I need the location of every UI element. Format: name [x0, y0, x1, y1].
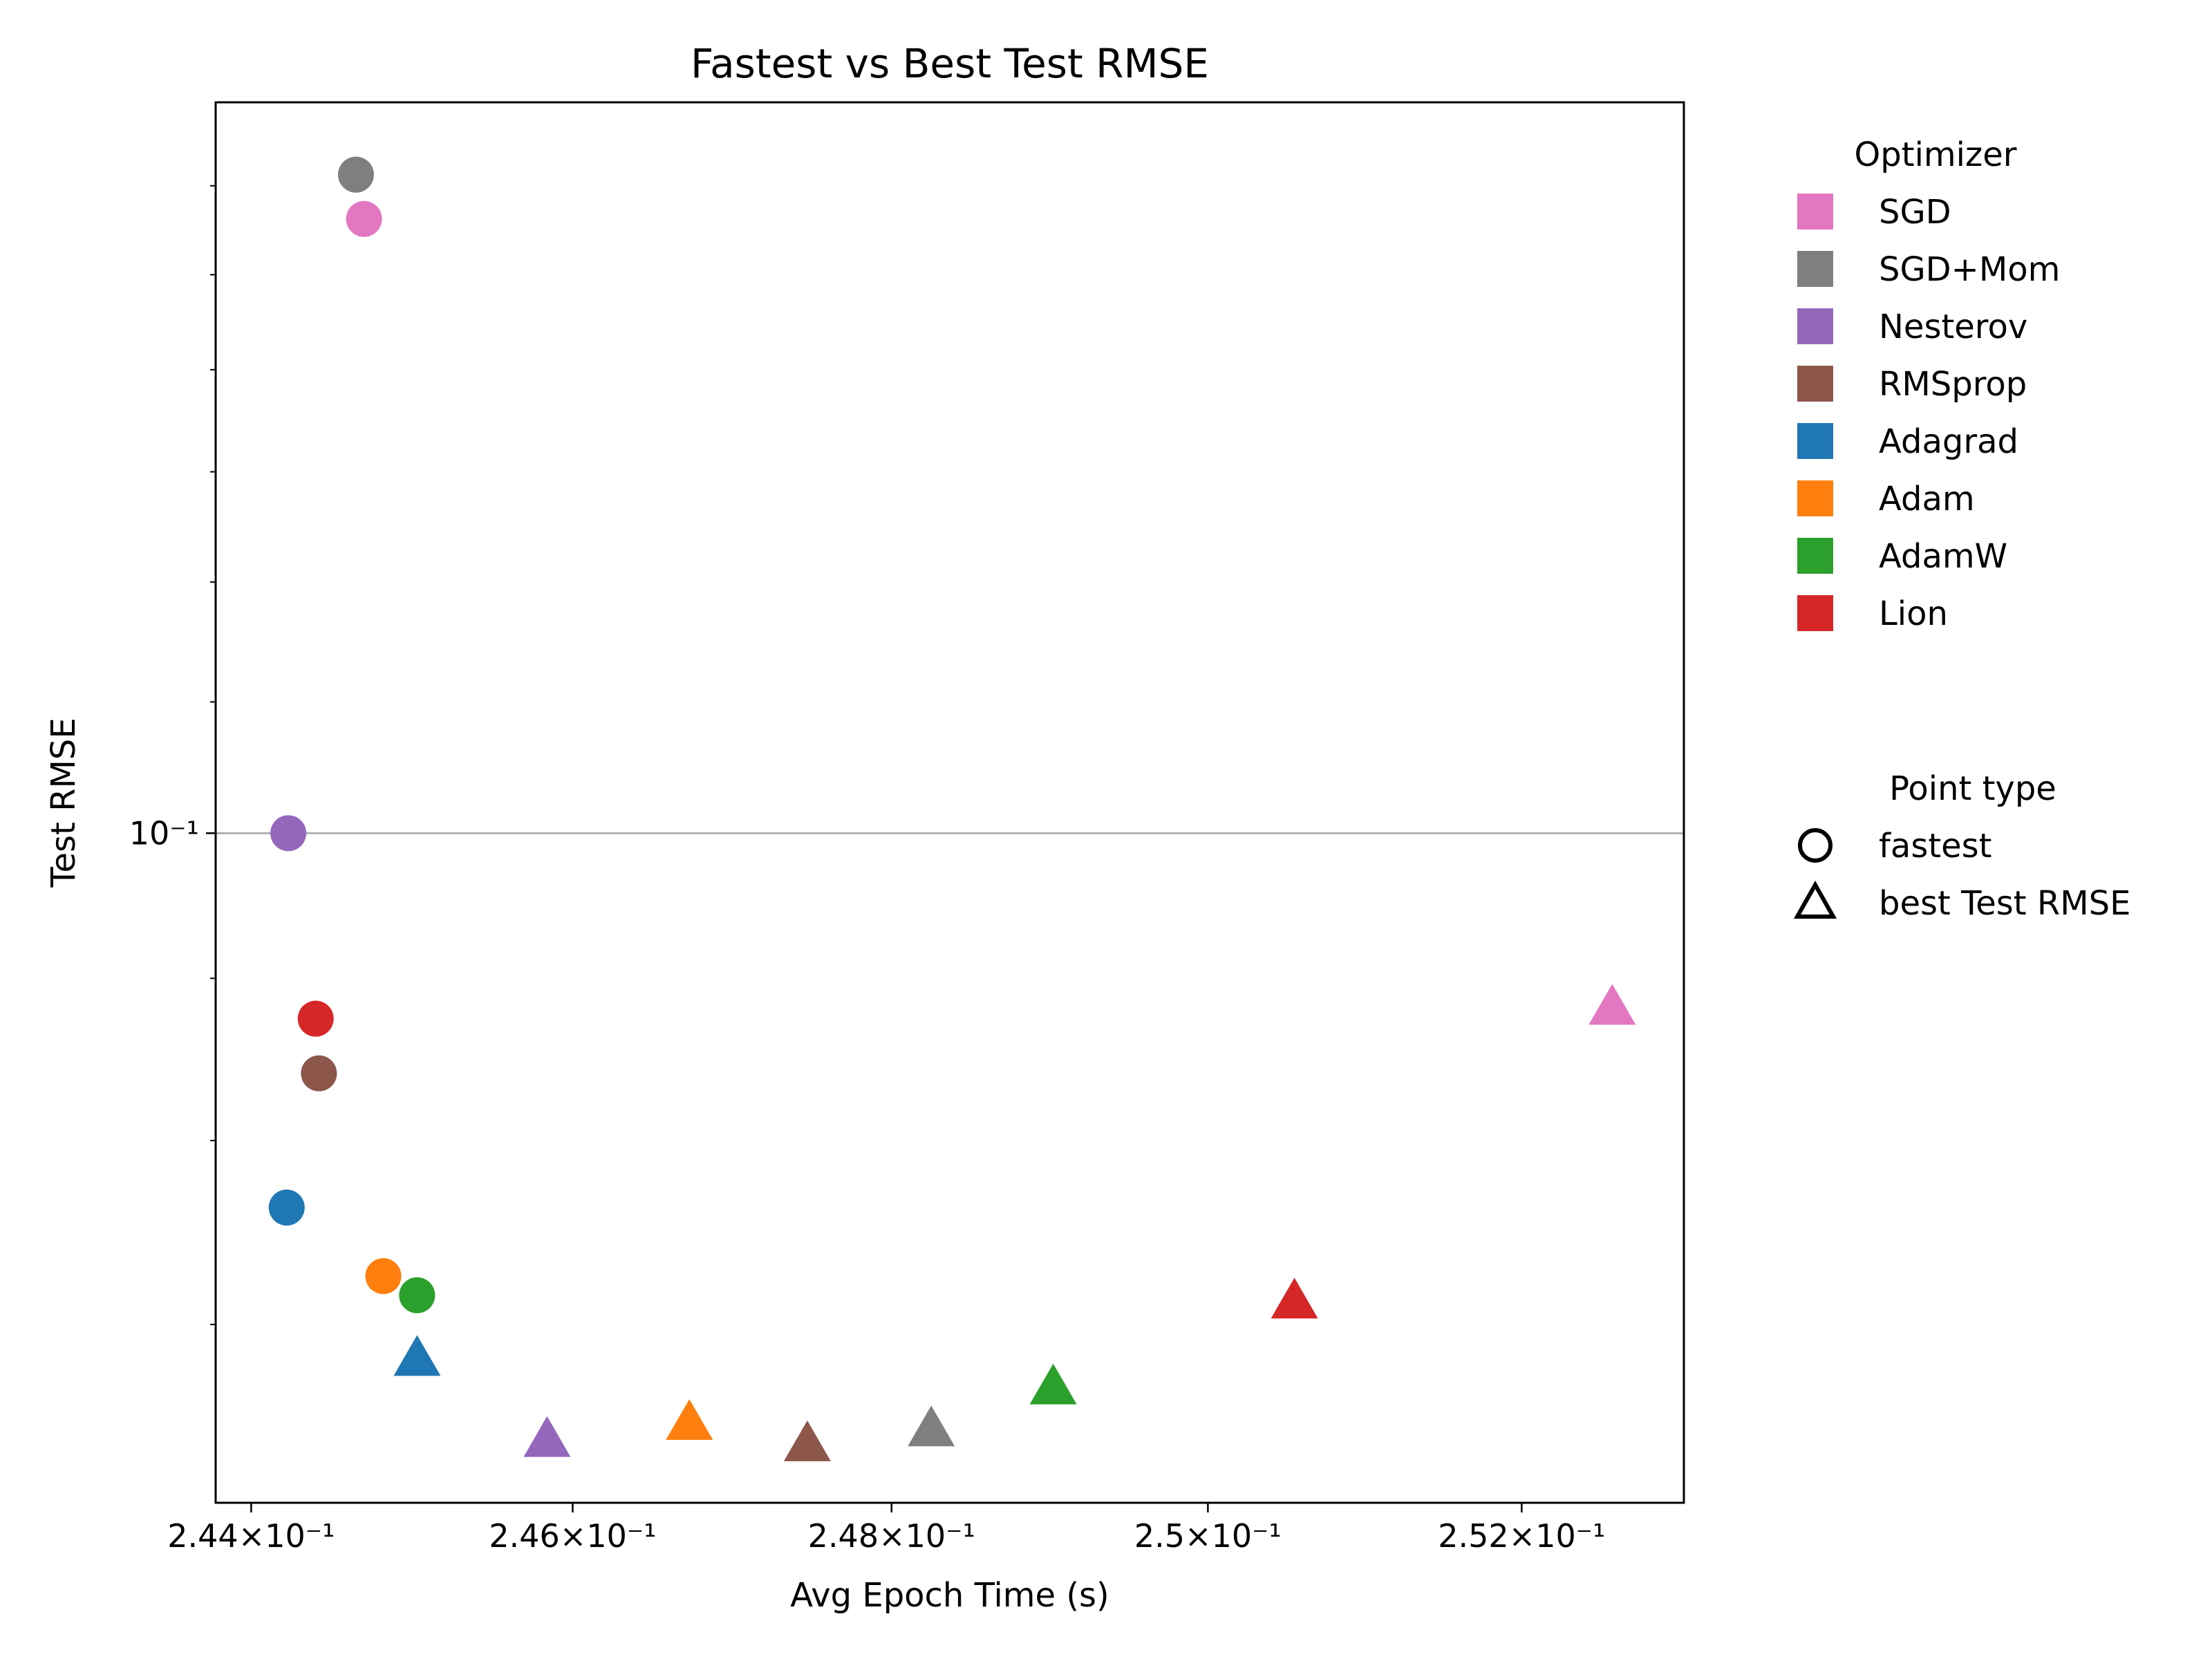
- legend-label-optimizer: RMSprop: [1879, 365, 2027, 404]
- point-fastest-adam: [365, 1258, 402, 1295]
- legend-label-point-type: fastest: [1879, 827, 1992, 865]
- legend-label-point-type: best Test RMSE: [1879, 884, 2130, 923]
- point-fastest-adamw: [399, 1277, 435, 1313]
- y-axis-label: Test RMSE: [44, 718, 83, 888]
- legend-swatch-adamw: [1797, 538, 1833, 574]
- point-best-sgd: [1588, 984, 1636, 1025]
- legend-swatch-sgd: [1797, 194, 1833, 229]
- legend-swatch-rmsprop: [1797, 366, 1833, 402]
- x-tick-label: 2.5×10⁻¹: [1134, 1517, 1282, 1555]
- x-tick-label: 2.44×10⁻¹: [167, 1517, 335, 1555]
- x-axis-label: Avg Epoch Time (s): [790, 1576, 1109, 1615]
- point-fastest-sgd-mom: [337, 156, 374, 193]
- x-tick-label: 2.48×10⁻¹: [808, 1517, 975, 1555]
- point-best-sgd-mom: [908, 1405, 955, 1447]
- x-tick-label: 2.46×10⁻¹: [489, 1517, 656, 1555]
- point-fastest-nesterov: [270, 815, 307, 852]
- legend-label-optimizer: SGD+Mom: [1879, 250, 2060, 289]
- chart-title: Fastest vs Best Test RMSE: [691, 40, 1209, 87]
- point-fastest-adagrad: [268, 1189, 305, 1226]
- legend-label-optimizer: Adagrad: [1879, 422, 2018, 461]
- point-best-adam: [666, 1399, 713, 1441]
- point-best-adamw: [1029, 1363, 1077, 1405]
- legend-swatch-adagrad: [1797, 423, 1833, 459]
- legend-label-optimizer: Adam: [1879, 480, 1975, 518]
- legend-label-optimizer: AdamW: [1879, 537, 2007, 576]
- point-fastest-rmsprop: [301, 1055, 337, 1091]
- legend-marker-triangle-icon: [1793, 880, 1837, 919]
- legend-swatch-adam: [1797, 480, 1833, 516]
- points-layer: [268, 156, 1636, 1461]
- legend-swatch-sgd-mom: [1797, 251, 1833, 287]
- y-tick-label: 10⁻¹: [129, 814, 199, 852]
- legend-label-optimizer: Lion: [1879, 594, 1948, 633]
- point-fastest-sgd: [346, 200, 382, 237]
- legend-label-optimizer: Nesterov: [1879, 308, 2027, 346]
- point-fastest-lion: [297, 1000, 334, 1037]
- x-tick-label: 2.52×10⁻¹: [1438, 1517, 1605, 1555]
- point-best-adagrad: [393, 1335, 441, 1376]
- ticks-layer: 2.44×10⁻¹ 2.46×10⁻¹ 2.48×10⁻¹ 2.5×10⁻¹ 2.52×…: [129, 185, 1605, 1555]
- point-best-nesterov: [523, 1416, 571, 1457]
- legend-title-optimizer: Optimizer: [1855, 135, 2017, 174]
- point-best-rmsprop: [783, 1420, 831, 1461]
- point-best-lion: [1271, 1277, 1318, 1319]
- legend-swatch-lion: [1797, 595, 1833, 631]
- legend-marker-circle-icon: [1798, 828, 1833, 863]
- legend-swatch-nesterov: [1797, 308, 1833, 344]
- legend-label-optimizer: SGD: [1879, 193, 1951, 232]
- legend: Optimizer SGD SGD+Mom Nesterov RMSprop Adagra…: [1793, 135, 2130, 923]
- legend-title-point-type: Point type: [1889, 769, 2056, 808]
- plot-frame: [214, 101, 1685, 1504]
